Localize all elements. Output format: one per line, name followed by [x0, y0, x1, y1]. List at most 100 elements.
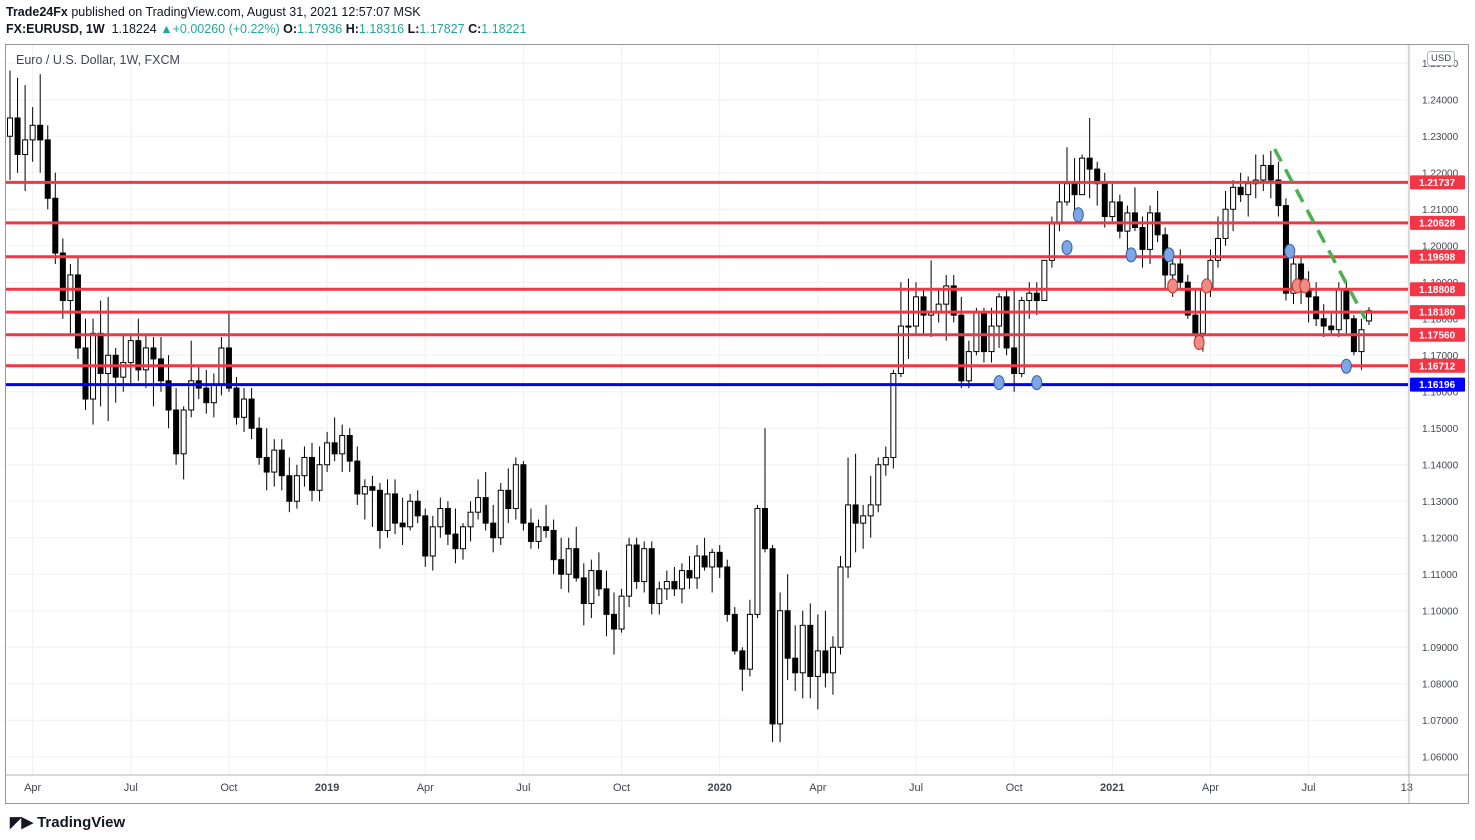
- y-tick-label: 1.20000: [1422, 241, 1459, 252]
- published-text: published on TradingView.com, August 31,…: [71, 5, 421, 19]
- pivot-marker: [1125, 247, 1137, 263]
- x-tick-label: Jul: [124, 782, 138, 794]
- level-label-box: [1410, 249, 1465, 264]
- candle-body: [565, 548, 572, 575]
- candle-body: [905, 325, 912, 328]
- candle-body: [1358, 329, 1365, 353]
- y-tick-label: 1.18000: [1422, 314, 1459, 325]
- candle-body: [1003, 296, 1010, 349]
- close-label: C:: [468, 22, 482, 36]
- candle-body: [52, 197, 59, 254]
- trendline: [1273, 148, 1367, 320]
- y-tick-label: 1.21000: [1422, 205, 1459, 216]
- low-value: 1.17827: [419, 22, 465, 36]
- candle-body: [248, 398, 255, 429]
- candle-body: [935, 303, 942, 312]
- candle-body: [897, 325, 904, 374]
- candle-body: [867, 504, 874, 517]
- candle-body: [739, 650, 746, 670]
- candle-body: [150, 347, 157, 360]
- tradingview-logo[interactable]: ◤▶ TradingView: [10, 813, 125, 831]
- candles: [7, 70, 1372, 743]
- candle-body: [573, 548, 580, 579]
- time-axis: Apr Jul Oct 2019 Apr Jul Oct 2020 Apr Jul Oct 2021 A…: [24, 782, 1413, 794]
- candle-body: [731, 613, 738, 652]
- x-tick-label: 2019: [315, 782, 339, 794]
- candle-body: [1320, 318, 1327, 327]
- candle-body: [482, 497, 489, 524]
- candle-body: [1313, 296, 1320, 320]
- candle-body: [1139, 227, 1146, 250]
- pivot-marker: [1201, 278, 1213, 294]
- currency-badge[interactable]: USD: [1427, 51, 1456, 66]
- chart-frame: [5, 44, 1469, 804]
- y-tick-label: 1.06000: [1422, 752, 1459, 763]
- level-label-box: [1410, 282, 1465, 297]
- candle-body: [1147, 212, 1154, 250]
- candle-body: [618, 595, 625, 630]
- candle-body: [1245, 183, 1252, 196]
- candle-body: [14, 117, 21, 155]
- candle-body: [490, 522, 497, 539]
- candle-body: [762, 508, 768, 550]
- candle-body: [1071, 183, 1078, 196]
- ohlc-line: FX:EURUSD, 1W 1.18224 ▲+0.00260 (+0.22%)…: [6, 22, 526, 36]
- candle-body: [980, 310, 987, 353]
- x-tick-label: 13: [1401, 782, 1413, 794]
- level-label-text: 1.21737: [1419, 178, 1456, 189]
- y-tick-label: 1.15000: [1422, 424, 1459, 435]
- pivot-marker: [1163, 247, 1175, 263]
- candle-body: [127, 340, 134, 364]
- candle-body: [724, 566, 731, 615]
- candle-body: [807, 624, 814, 677]
- candle-body: [1230, 186, 1237, 210]
- candle-body: [22, 139, 29, 155]
- candle-body: [135, 340, 142, 371]
- pivot-marker: [993, 375, 1005, 391]
- candle-body: [837, 566, 844, 648]
- y-tick-label: 1.12000: [1422, 533, 1459, 544]
- candle-body: [550, 529, 557, 561]
- candle-body: [37, 124, 44, 141]
- y-tick-label: 1.08000: [1422, 679, 1459, 690]
- candle-body: [210, 383, 217, 404]
- candle-body: [1335, 289, 1342, 331]
- candle-body: [950, 285, 957, 316]
- candle-body: [241, 398, 248, 418]
- level-label-box: [1410, 305, 1465, 320]
- candle-body: [663, 581, 670, 590]
- candle-body: [1056, 201, 1063, 225]
- candle-body: [1079, 157, 1086, 196]
- candle-body: [256, 427, 263, 458]
- candle-body: [656, 588, 663, 604]
- candle-body: [603, 588, 610, 615]
- candle-body: [860, 515, 867, 524]
- candle-body: [890, 373, 897, 458]
- candle-body: [1260, 164, 1267, 181]
- candle-body: [67, 274, 74, 302]
- candle-body: [920, 296, 927, 316]
- candle-body: [799, 624, 806, 674]
- level-label-text: 1.17560: [1419, 330, 1456, 341]
- candle-body: [784, 610, 791, 659]
- candle-body: [611, 613, 617, 630]
- candle-body: [369, 486, 376, 491]
- candle-body: [301, 456, 308, 477]
- y-tick-label: 1.22000: [1422, 168, 1459, 179]
- high-value: 1.18316: [358, 22, 405, 36]
- candle-body: [588, 570, 595, 604]
- candle-body: [142, 347, 149, 371]
- candle-body: [407, 500, 414, 528]
- candle-body: [339, 435, 346, 455]
- candle-body: [354, 460, 361, 495]
- candle-body: [180, 409, 187, 455]
- candle-body: [7, 117, 13, 137]
- candle-body: [437, 508, 444, 528]
- candle-body: [361, 486, 368, 495]
- candle-body: [460, 526, 466, 550]
- candle-body: [1033, 292, 1040, 302]
- candle-body: [709, 551, 716, 568]
- candle-body: [1237, 186, 1244, 196]
- level-label-box: [1410, 377, 1465, 392]
